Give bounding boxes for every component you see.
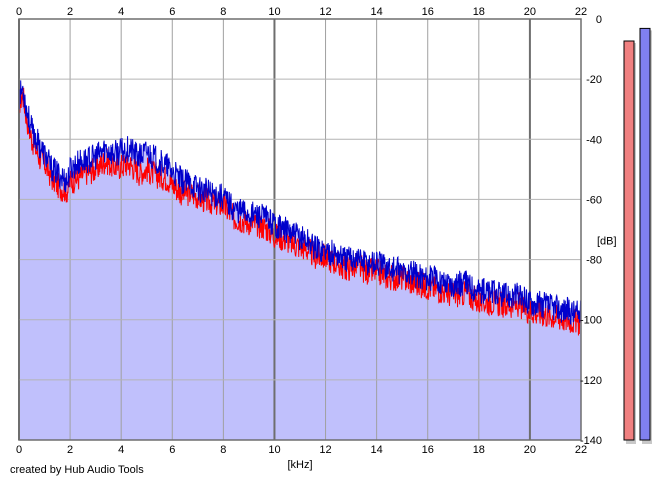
x-tick-label-top: 8: [220, 6, 226, 18]
x-tick-label-bottom: 4: [118, 444, 124, 456]
x-tick-label-top: 6: [169, 6, 175, 18]
x-tick-label-top: 22: [575, 6, 587, 18]
left-level-meter: [623, 40, 635, 441]
x-tick-label-bottom: 2: [67, 444, 73, 456]
series-line-blue: [18, 80, 582, 326]
x-tick-label-bottom: 0: [16, 444, 22, 456]
y-tick-label: -140: [580, 435, 602, 447]
x-tick-label-top: 4: [118, 6, 124, 18]
x-tick-label-bottom: 6: [169, 444, 175, 456]
x-tick-label-top: 2: [67, 6, 73, 18]
plot-frame: [18, 18, 582, 441]
x-tick-label-top: 10: [268, 6, 280, 18]
y-tick-label: -20: [586, 74, 602, 86]
x-tick-labels-bottom: 0 2 4 6 8 10 12 14 16 18 20 22: [16, 444, 587, 456]
x-tick-label-bottom: 18: [473, 444, 485, 456]
x-tick-label-bottom: 8: [220, 444, 226, 456]
x-tick-label-top: 20: [524, 6, 536, 18]
right-level-meter: [639, 27, 651, 441]
x-tick-label-bottom: 12: [319, 444, 331, 456]
x-tick-label-top: 12: [319, 6, 331, 18]
x-tick-label-top: 0: [16, 6, 22, 18]
y-tick-label: -120: [580, 375, 602, 387]
level-meters: [623, 27, 652, 445]
trace-layer: [18, 80, 582, 336]
y-axis-label: [dB]: [597, 236, 617, 248]
y-tick-label: -60: [586, 194, 602, 206]
x-axis-label: [kHz]: [287, 459, 312, 471]
x-tick-label-top: 16: [422, 6, 434, 18]
x-tick-label-bottom: 22: [575, 444, 587, 456]
x-tick-label-top: 18: [473, 6, 485, 18]
x-tick-label-bottom: 14: [371, 444, 383, 456]
credit-text: created by Hub Audio Tools: [10, 464, 144, 476]
x-tick-label-bottom: 10: [268, 444, 280, 456]
grid-layer: [18, 18, 582, 441]
x-tick-label-top: 14: [371, 6, 383, 18]
x-tick-label-bottom: 16: [422, 444, 434, 456]
x-tick-labels-top: 0 2 4 6 8 10 12 14 16 18 20 22: [16, 6, 587, 18]
y-tick-labels: 0 -20 -40 -60 -80 -100 -120 -140: [580, 14, 602, 447]
x-tick-label-bottom: 20: [524, 444, 536, 456]
y-tick-label: -80: [586, 255, 602, 267]
y-tick-label: -40: [586, 134, 602, 146]
y-tick-label: 0: [596, 14, 602, 26]
y-tick-label: -100: [580, 315, 602, 327]
